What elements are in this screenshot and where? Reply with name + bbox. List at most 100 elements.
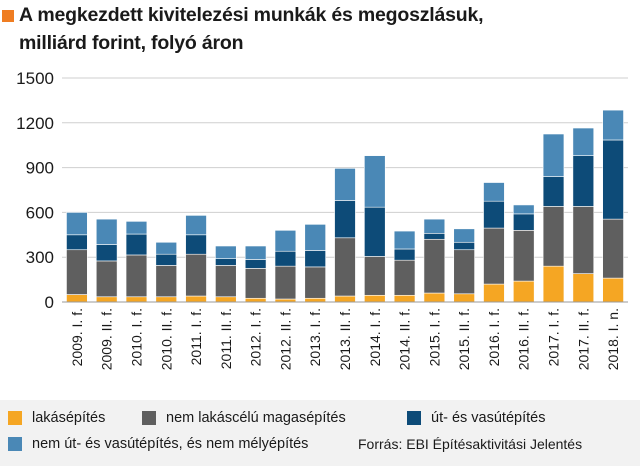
bar-segment <box>364 256 386 296</box>
bar-segment <box>364 206 386 257</box>
x-tick-label: 2009. I. f. <box>69 308 85 366</box>
bar-segment <box>95 244 118 262</box>
bar-segment <box>602 109 624 141</box>
bar-segment <box>602 218 624 279</box>
bar-segment <box>423 292 446 303</box>
bar-segment <box>185 234 207 255</box>
bar-segment <box>304 250 326 268</box>
bar-segment <box>483 200 505 229</box>
bar-segment <box>304 266 326 299</box>
bar-segment <box>572 206 595 274</box>
bar-segment <box>542 265 565 303</box>
bar-segment <box>334 295 356 303</box>
source-note: Forrás: EBI Építésaktivitási Jelentés <box>358 436 583 452</box>
bar-segment <box>513 230 535 282</box>
bar-segment <box>185 295 207 303</box>
bar-segment <box>155 265 177 298</box>
legend-label-lakasepites: lakásépítés <box>32 410 106 426</box>
x-tick-label: 2010. I. f. <box>128 308 144 366</box>
bar-segment <box>513 204 535 215</box>
legend-item-ut-vasut: út- és vasútépítés <box>407 410 545 426</box>
bar-segment <box>334 237 356 297</box>
bar-segment <box>66 249 88 295</box>
x-tick-label: 2013. II. f. <box>337 308 353 370</box>
bar-segment <box>393 294 416 303</box>
bar-segment <box>334 200 356 239</box>
x-tick-label: 2011. II. f. <box>218 308 234 369</box>
bar-segment <box>364 294 386 303</box>
bar-segment <box>453 293 475 303</box>
bar-segment <box>453 228 475 243</box>
bar-segment <box>453 241 475 251</box>
y-tick-label: 1500 <box>16 69 54 88</box>
y-tick-label: 300 <box>26 248 54 267</box>
bar-segment <box>334 168 356 201</box>
bar-segment <box>274 250 297 267</box>
bar-segment <box>542 176 565 207</box>
bar-segment <box>95 218 118 245</box>
bar-segment <box>215 296 237 303</box>
bar-segment <box>244 245 267 260</box>
bar-segment <box>125 221 148 235</box>
bar-segment <box>215 258 237 266</box>
x-tick-label: 2010. II. f. <box>158 308 174 370</box>
bar-segment <box>155 296 177 303</box>
x-tick-label: 2017. I. f. <box>546 308 562 366</box>
bar-segment <box>155 241 177 255</box>
bar-segment <box>542 133 565 177</box>
bar-segment <box>185 215 207 236</box>
y-tick-label: 600 <box>26 203 54 222</box>
x-tick-label: 2018. I. n. <box>605 308 621 370</box>
bar-segment <box>304 297 326 303</box>
bar-segment <box>423 238 446 294</box>
bar-segment <box>483 182 505 202</box>
legend-swatch-nem-lakascelu <box>142 411 156 425</box>
legend-label-ut-vasut: út- és vasútépítés <box>431 410 546 426</box>
x-tick-label: 2014. II. f. <box>397 308 413 370</box>
legend-swatch-lakasepites <box>8 411 22 425</box>
bar-segment <box>66 294 88 303</box>
x-tick-label: 2014. I. f. <box>367 308 383 366</box>
bar-segment <box>572 127 595 156</box>
chart-title-line-2: milliárd forint, folyó áron <box>19 32 244 54</box>
x-tick-label: 2015. II. f. <box>456 308 472 370</box>
x-tick-label: 2012. II. f. <box>277 308 293 370</box>
bar-segment <box>602 277 624 303</box>
legend-swatch-nem-ut-vasut <box>8 437 22 451</box>
bar-segment <box>95 296 118 303</box>
bar-segment <box>453 249 475 295</box>
bar-segment <box>572 155 595 207</box>
y-tick-label: 0 <box>45 293 54 312</box>
bar-segment <box>66 212 88 236</box>
bar-segment <box>274 230 297 252</box>
x-tick-label: 2016. II. f. <box>516 308 532 370</box>
bar-segment <box>572 273 595 303</box>
legend-item-nem-ut-vasut: nem út- és vasútépítés, és nem mélyépíté… <box>8 436 308 452</box>
bar-segment <box>125 254 148 298</box>
bar-segment <box>215 245 237 259</box>
chart-title-line-1: A megkezdett kivitelezési munkák és mego… <box>19 4 484 26</box>
x-tick-label: 2017. II. f. <box>575 308 591 370</box>
stacked-bar-chart: 0 300 600 900 1200 1500 2009. I. f. 2009. II. f… <box>16 69 628 370</box>
bar-segment <box>423 218 446 234</box>
bar-segment <box>483 283 505 303</box>
legend-label-nem-lakascelu: nem lakáscélú magasépítés <box>166 410 346 426</box>
x-tick-label: 2011. I. f. <box>188 308 204 365</box>
bar-segment <box>393 259 416 296</box>
bar-segment <box>66 234 88 251</box>
bar-segment <box>95 260 118 298</box>
legend: lakásépítés nem lakáscélú magasépítés út… <box>0 400 640 466</box>
bar-segment <box>125 296 148 303</box>
y-tick-label: 900 <box>26 159 54 178</box>
bar-segment <box>215 265 237 298</box>
bar-segment <box>393 248 416 261</box>
y-tick-label: 1200 <box>16 114 54 133</box>
bar-segment <box>244 297 267 303</box>
legend-item-nem-lakascelu: nem lakáscélú magasépítés <box>142 410 346 426</box>
bar-segment <box>185 253 207 297</box>
bar-segment <box>274 265 297 300</box>
legend-swatch-ut-vasut <box>407 411 421 425</box>
bar-segment <box>602 139 624 220</box>
x-tick-label: 2009. II. f. <box>99 308 115 370</box>
